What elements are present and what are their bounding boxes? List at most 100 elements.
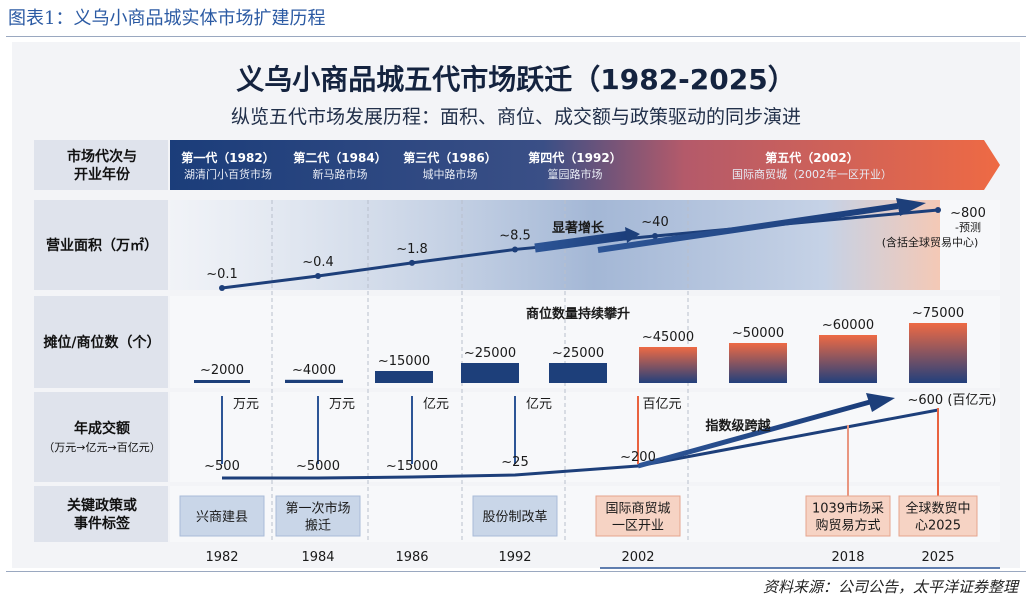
turnover-label-3: ~25 [501, 455, 528, 470]
row-label-turnover-text-1: （万元→亿元→百亿元） [43, 441, 160, 454]
stall-label-5: ~45000 [642, 330, 694, 345]
stall-bar-4 [549, 363, 607, 383]
area-point-1 [315, 272, 321, 279]
policy-box-1 [275, 495, 361, 537]
area-forecast-note-1: (含括全球贸易中心) [882, 235, 979, 249]
stall-bar-6 [729, 343, 787, 383]
policy-box-2 [472, 495, 558, 537]
area-forecast-note-0: -预测 [955, 221, 981, 234]
stall-label-3: ~25000 [464, 346, 516, 361]
policy-label-4-1: 购贸易方式 [815, 518, 880, 534]
year-label-5: 2018 [831, 550, 864, 565]
row-label-policy-text-1: 事件标签 [74, 515, 131, 532]
year-label-2: 1986 [395, 550, 428, 565]
policy-box-4 [805, 495, 891, 537]
year-label-3: 1992 [498, 550, 531, 565]
turnover-label-5: ~600 (百亿元) [908, 393, 997, 408]
row-label-area-text-0: 营业面积（万㎡） [46, 237, 158, 254]
area-point-3 [512, 246, 518, 253]
turnover-arrow-head [866, 393, 895, 412]
row-label-generation-text-1: 开业年份 [74, 166, 131, 183]
stall-bar-0 [194, 380, 250, 383]
stall-bar-1 [285, 379, 343, 383]
stall-bar-2 [375, 371, 433, 383]
generation-market-3: 篁园路市场 [548, 167, 603, 181]
turnover-annotation: 指数级跨越 [705, 418, 771, 434]
policy-label-4-0: 1039市场采 [812, 501, 884, 517]
row-label-area-box [34, 200, 168, 290]
stall-label-4: ~25000 [552, 346, 604, 361]
stall-label-1: ~4000 [292, 363, 336, 378]
chart-title: 义乌小商品城五代市场跃迁（1982-2025） [236, 63, 796, 96]
area-point-0 [219, 285, 225, 291]
turnover-unit-2: 亿元 [423, 397, 449, 412]
stall-annotation: 商位数量持续攀升 [526, 306, 630, 322]
year-label-6: 2025 [921, 550, 954, 565]
row-label-generation-text-0: 市场代次与 [67, 148, 137, 165]
area-annotation: 显著增长 [552, 220, 605, 236]
row-label-turnover-text-0: 年成交额 [74, 420, 130, 437]
turnover-label-4: ~200 [620, 450, 656, 465]
stall-label-2: ~15000 [378, 354, 430, 369]
area-label-0: ~0.1 [206, 267, 238, 282]
row-label-policy-box [34, 486, 168, 542]
turnover-label-1: ~5000 [296, 459, 340, 474]
row-label-turnover-box [34, 392, 168, 482]
policy-box-0 [179, 495, 265, 537]
area-label-3: ~8.5 [499, 228, 531, 243]
stall-label-0: ~2000 [200, 363, 244, 378]
area-growth-arrow-shaft [597, 203, 899, 253]
generation-banner [170, 140, 1000, 190]
turnover-unit-4: 百亿元 [642, 397, 681, 412]
row-label-policy-text-0: 关键政策或 [67, 497, 137, 514]
figure-caption: 图表1：义乌小商品城实体市场扩建历程 [8, 8, 326, 29]
policy-label-3-0: 国际商贸城 [605, 502, 670, 517]
turnover-label-0: ~500 [204, 459, 240, 474]
year-label-0: 1982 [205, 550, 238, 565]
area-growth-arrow-small [534, 230, 631, 253]
area-label-1: ~0.4 [302, 255, 334, 270]
generation-name-4: 第五代（2002） [765, 150, 858, 165]
year-label-4: 2002 [621, 550, 654, 565]
generation-market-0: 湖清门小百货市场 [184, 167, 272, 181]
policy-label-0-0: 兴商建县 [196, 510, 248, 525]
area-point-4 [652, 233, 658, 239]
policy-box-3 [595, 495, 681, 537]
policy-label-1-1: 搬迁 [305, 519, 331, 534]
top-rule [6, 36, 1026, 37]
stall-bar-8 [909, 323, 967, 383]
generation-market-4: 国际商贸城（2002年一区开业） [732, 167, 892, 181]
chart-subtitle: 纵览五代市场发展历程：面积、商位、成交额与政策驱动的同步演进 [230, 106, 801, 128]
area-growth-arrow-head [896, 198, 926, 216]
figure-source: 资料来源：公司公告，太平洋证券整理 [762, 578, 1018, 596]
policy-label-3-1: 一区开业 [612, 519, 664, 534]
stall-bar-5 [639, 347, 697, 383]
area-label-4: ~40 [641, 215, 668, 230]
row-label-stalls-text-0: 摊位/商位数（个） [43, 334, 160, 351]
policy-label-5-1: 心2025 [915, 519, 961, 534]
stall-bar-7 [819, 335, 877, 383]
policy-label-5-0: 全球数贸中 [905, 501, 970, 517]
turnover-line [222, 408, 939, 480]
turnover-unit-1: 万元 [329, 397, 355, 412]
bottom-rule [6, 571, 1026, 572]
turnover-label-2: ~15000 [386, 459, 438, 474]
area-line [221, 208, 939, 290]
turnover-unit-3: 亿元 [526, 397, 552, 412]
year-label-1: 1984 [301, 550, 334, 565]
turnover-unit-0: 万元 [233, 397, 259, 412]
row-label-generation-box [34, 140, 168, 190]
area-point-2 [409, 259, 415, 266]
area-label-5: ~800 [950, 206, 986, 221]
stall-bar-3 [461, 363, 519, 383]
stall-label-8: ~75000 [912, 306, 964, 321]
stall-label-6: ~50000 [732, 326, 784, 341]
stall-label-7: ~60000 [822, 318, 874, 333]
turnover-arrow-shaft [637, 399, 871, 469]
policy-label-1-0: 第一次市场 [285, 501, 350, 517]
area-label-2: ~1.8 [396, 242, 428, 257]
area-growth-arrow-small-head [625, 227, 640, 243]
row-panel-turn [170, 392, 1000, 482]
area-point-5 [935, 207, 941, 213]
